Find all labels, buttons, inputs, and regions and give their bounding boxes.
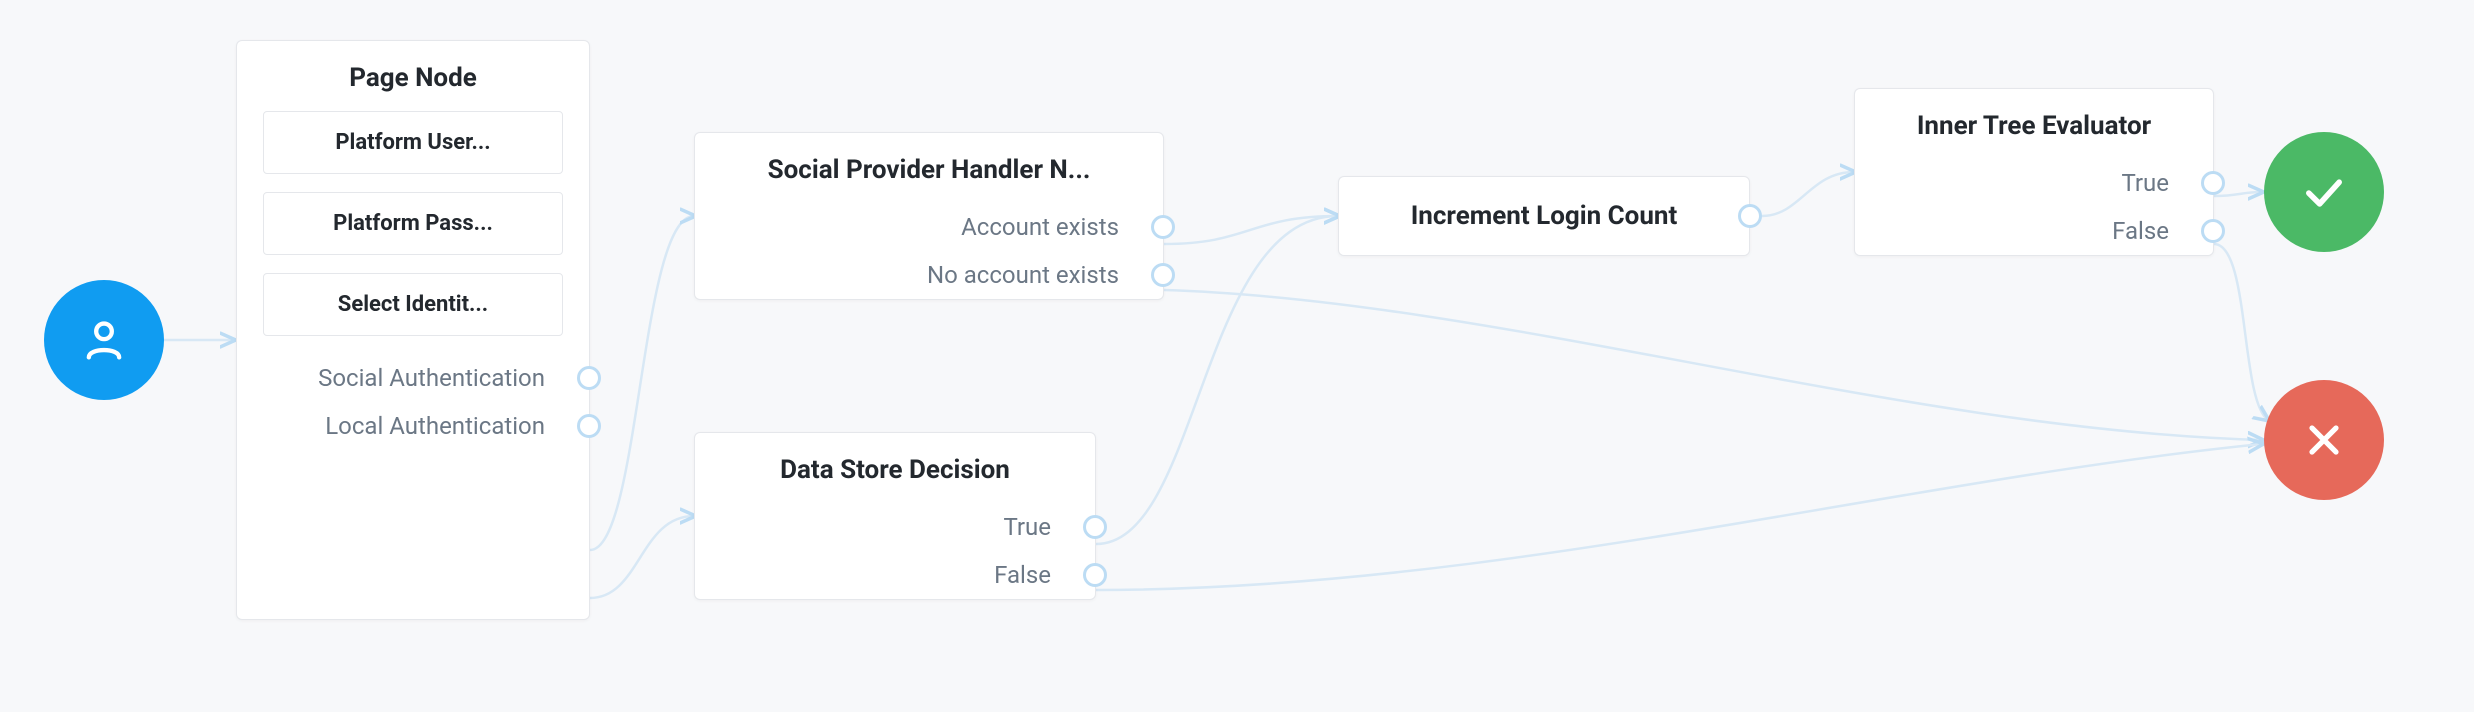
node-title: Data Store Decision [695, 433, 1095, 503]
output-no-account[interactable]: No account exists [695, 251, 1163, 299]
page-node-item[interactable]: Platform Pass... [263, 192, 563, 255]
x-icon [2300, 416, 2348, 464]
node-title: Increment Login Count [1339, 177, 1749, 255]
output-port[interactable] [2201, 219, 2225, 243]
output-label: False [2112, 217, 2169, 245]
output-port[interactable] [1151, 215, 1175, 239]
fail-node[interactable] [2264, 380, 2384, 500]
edge [590, 516, 694, 598]
output-label: True [2121, 169, 2169, 197]
output-port[interactable] [1083, 563, 1107, 587]
page-node-item[interactable]: Select Identit... [263, 273, 563, 336]
output-social-auth[interactable]: Social Authentication [237, 354, 589, 402]
edge [1762, 172, 1854, 216]
output-account-exists[interactable]: Account exists [695, 203, 1163, 251]
output-label: Social Authentication [318, 364, 545, 392]
output-true[interactable]: True [1855, 159, 2213, 207]
user-icon [78, 314, 130, 366]
output-label: No account exists [927, 261, 1119, 289]
increment-login-node[interactable]: Increment Login Count [1338, 176, 1750, 256]
success-node[interactable] [2264, 132, 2384, 252]
node-title: Inner Tree Evaluator [1855, 89, 2213, 159]
output-label: Local Authentication [325, 412, 545, 440]
output-port[interactable] [577, 414, 601, 438]
check-icon [2298, 166, 2350, 218]
output-false[interactable]: False [695, 551, 1095, 599]
social-provider-node[interactable]: Social Provider Handler N... Account exi… [694, 132, 1164, 300]
output-port[interactable] [2201, 171, 2225, 195]
output-local-auth[interactable]: Local Authentication [237, 402, 589, 450]
output-port[interactable] [577, 366, 601, 390]
node-title: Page Node [237, 41, 589, 111]
inner-tree-node[interactable]: Inner Tree Evaluator True False [1854, 88, 2214, 256]
output-true[interactable]: True [695, 503, 1095, 551]
data-store-node[interactable]: Data Store Decision True False [694, 432, 1096, 600]
start-node[interactable] [44, 280, 164, 400]
page-node[interactable]: Page Node Platform User... Platform Pass… [236, 40, 590, 620]
edge [1164, 290, 2262, 440]
output-label: Account exists [961, 213, 1119, 241]
edge [2214, 244, 2268, 420]
output-port[interactable] [1738, 204, 1762, 228]
flow-canvas: Page Node Platform User... Platform Pass… [0, 0, 2474, 712]
output-label: False [994, 561, 1051, 589]
edge [590, 216, 694, 550]
output-false[interactable]: False [1855, 207, 2213, 255]
output-label: True [1003, 513, 1051, 541]
edge [2214, 192, 2262, 196]
edge [1164, 216, 1338, 244]
output-port[interactable] [1083, 515, 1107, 539]
node-title: Social Provider Handler N... [695, 133, 1163, 203]
edge [1096, 444, 2262, 590]
output-port[interactable] [1151, 263, 1175, 287]
page-node-item[interactable]: Platform User... [263, 111, 563, 174]
